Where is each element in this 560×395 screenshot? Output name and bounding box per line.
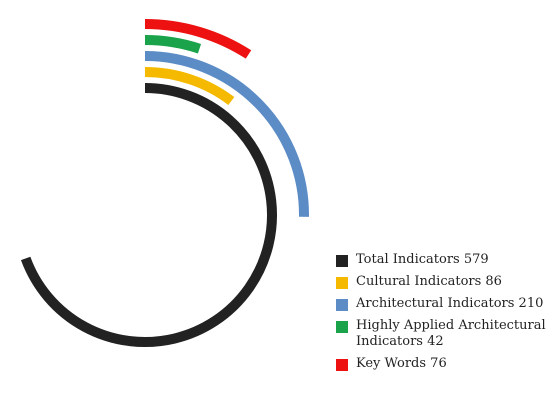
legend-swatch-cultural <box>336 277 348 289</box>
legend-label-total: Total Indicators 579 <box>356 252 489 267</box>
legend-item-highly-applied: Highly Applied Architectural Indicators … <box>336 318 560 350</box>
legend-label-highly-applied: Highly Applied Architectural Indicators … <box>356 318 546 349</box>
legend-swatch-highly-applied <box>336 321 348 333</box>
legend-label-architectural: Architectural Indicators 210 <box>356 296 544 311</box>
chart-legend: Total Indicators 579 Cultural Indicators… <box>336 252 560 378</box>
legend-label-key-words: Key Words 76 <box>356 356 447 371</box>
legend-item-total: Total Indicators 579 <box>336 252 560 268</box>
legend-swatch-architectural <box>336 299 348 311</box>
legend-item-key-words: Key Words 76 <box>336 356 560 372</box>
bar-arc-total <box>20 83 277 347</box>
bar-arc-architectural <box>144 51 309 217</box>
legend-item-architectural: Architectural Indicators 210 <box>336 296 560 312</box>
bar-arc-cultural <box>144 67 235 106</box>
legend-item-cultural: Cultural Indicators 86 <box>336 274 560 290</box>
bar-arc-highly-applied <box>144 35 202 54</box>
legend-swatch-total <box>336 255 348 267</box>
legend-label-cultural: Cultural Indicators 86 <box>356 274 502 289</box>
bar-arc-key-words <box>144 19 252 59</box>
legend-swatch-key-words <box>336 359 348 371</box>
